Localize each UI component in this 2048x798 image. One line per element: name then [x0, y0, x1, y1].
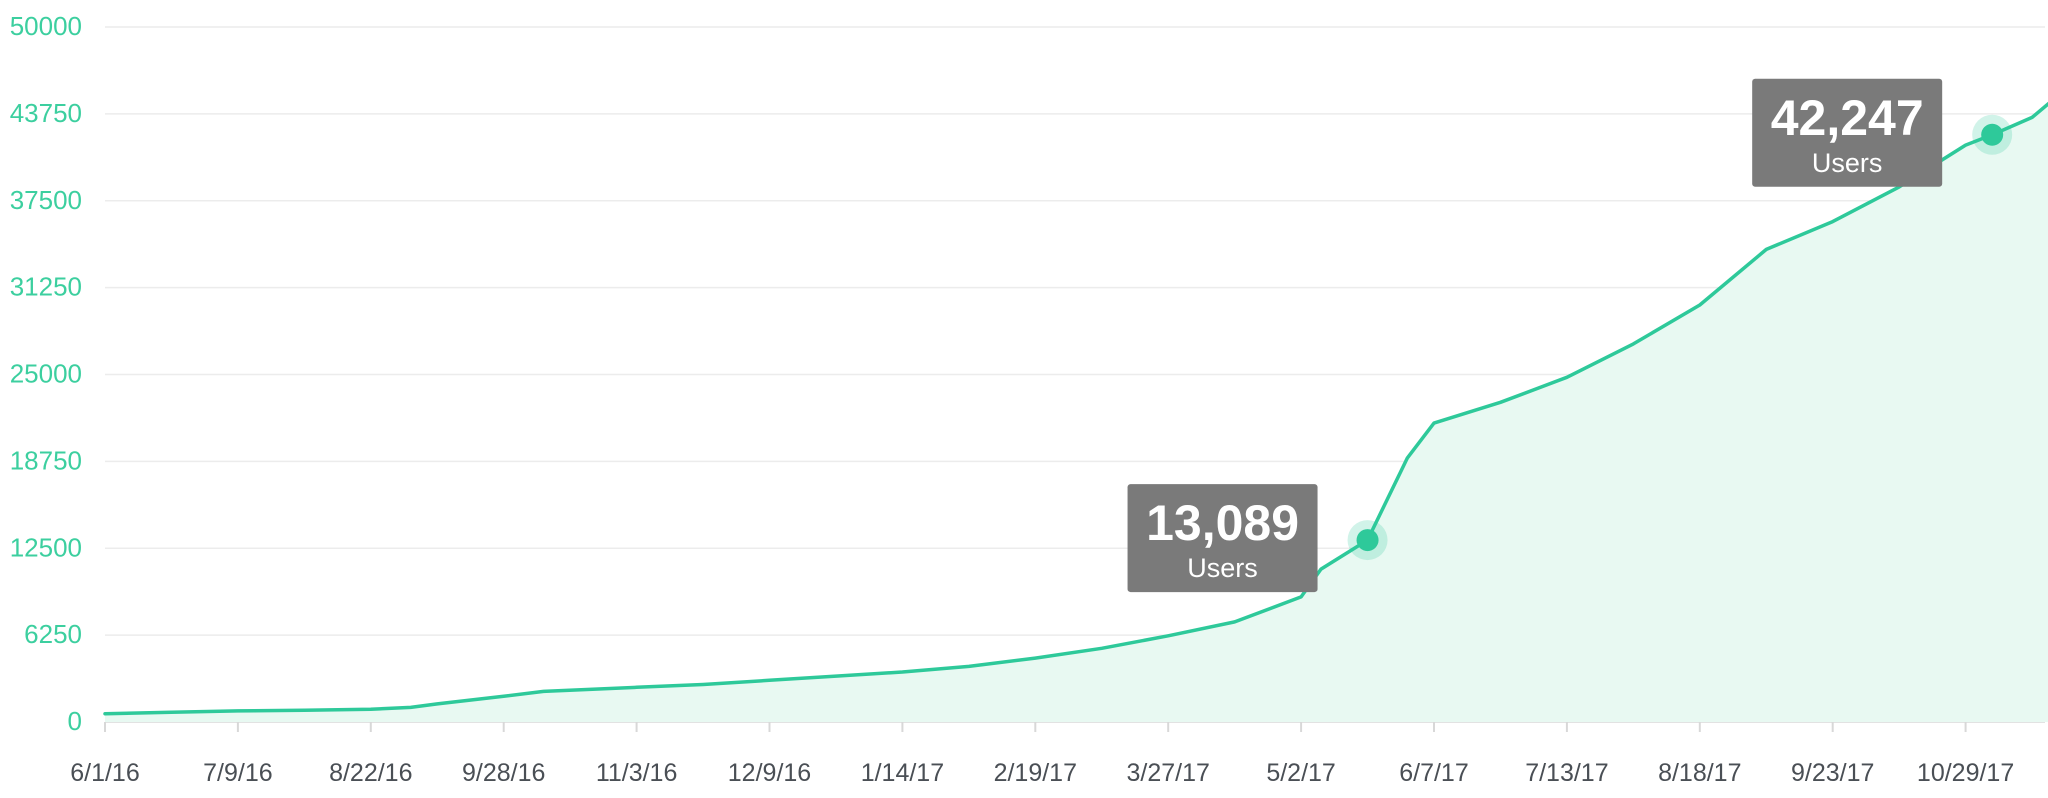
x-tick-label: 9/23/17 — [1791, 759, 1874, 787]
y-tick-label: 50000 — [10, 11, 82, 41]
x-axis: 6/1/16 7/9/16 8/22/16 9/28/16 11/3/16 12/9/16… — [70, 721, 2045, 787]
x-tick-label: 8/18/17 — [1658, 759, 1741, 787]
tooltip-box — [1752, 78, 1943, 187]
x-tick-label: 7/13/17 — [1525, 759, 1608, 787]
x-tick-label: 10/29/17 — [1917, 759, 2014, 787]
tooltip-box — [1127, 484, 1318, 593]
x-tick-label: 9/28/16 — [462, 759, 545, 787]
tooltip-value: 42,247 — [1771, 90, 1924, 146]
y-tick-label: 25000 — [10, 359, 82, 389]
y-tick-label: 43750 — [10, 98, 82, 128]
y-tick-label: 12500 — [10, 532, 82, 562]
series-line — [103, 101, 2048, 716]
x-tick-label: 6/1/16 — [70, 759, 140, 787]
x-tick-label: 8/22/16 — [329, 759, 412, 787]
grid-layer — [105, 26, 2045, 723]
x-tick-label: 1/14/17 — [861, 759, 944, 787]
x-tick-label: 6/7/17 — [1399, 759, 1469, 787]
series-area — [105, 104, 2048, 722]
tooltip-unit: Users — [1187, 553, 1258, 583]
x-tick-label: 5/2/17 — [1266, 759, 1336, 787]
tooltip-value: 13,089 — [1146, 495, 1299, 551]
x-tick-label: 3/27/17 — [1126, 759, 1209, 787]
x-tick-label: 12/9/16 — [728, 759, 811, 787]
y-tick-label: 0 — [68, 706, 82, 736]
highlight-point[interactable] — [1981, 123, 2004, 146]
y-tick-label: 18750 — [10, 445, 82, 475]
tooltip-unit: Users — [1812, 148, 1883, 178]
x-tick-label: 11/3/16 — [596, 759, 678, 787]
highlight-point[interactable] — [1356, 529, 1379, 552]
y-tick-label: 37500 — [10, 185, 82, 215]
x-tick-label: 2/19/17 — [994, 759, 1077, 787]
y-axis: 0 6250 12500 18750 25000 31250 37500 43750 50000 — [10, 11, 82, 736]
y-tick-label: 31250 — [10, 272, 82, 302]
series-layer — [103, 101, 2048, 722]
x-tick-label: 7/9/16 — [203, 759, 273, 787]
y-tick-label: 6250 — [24, 619, 82, 649]
